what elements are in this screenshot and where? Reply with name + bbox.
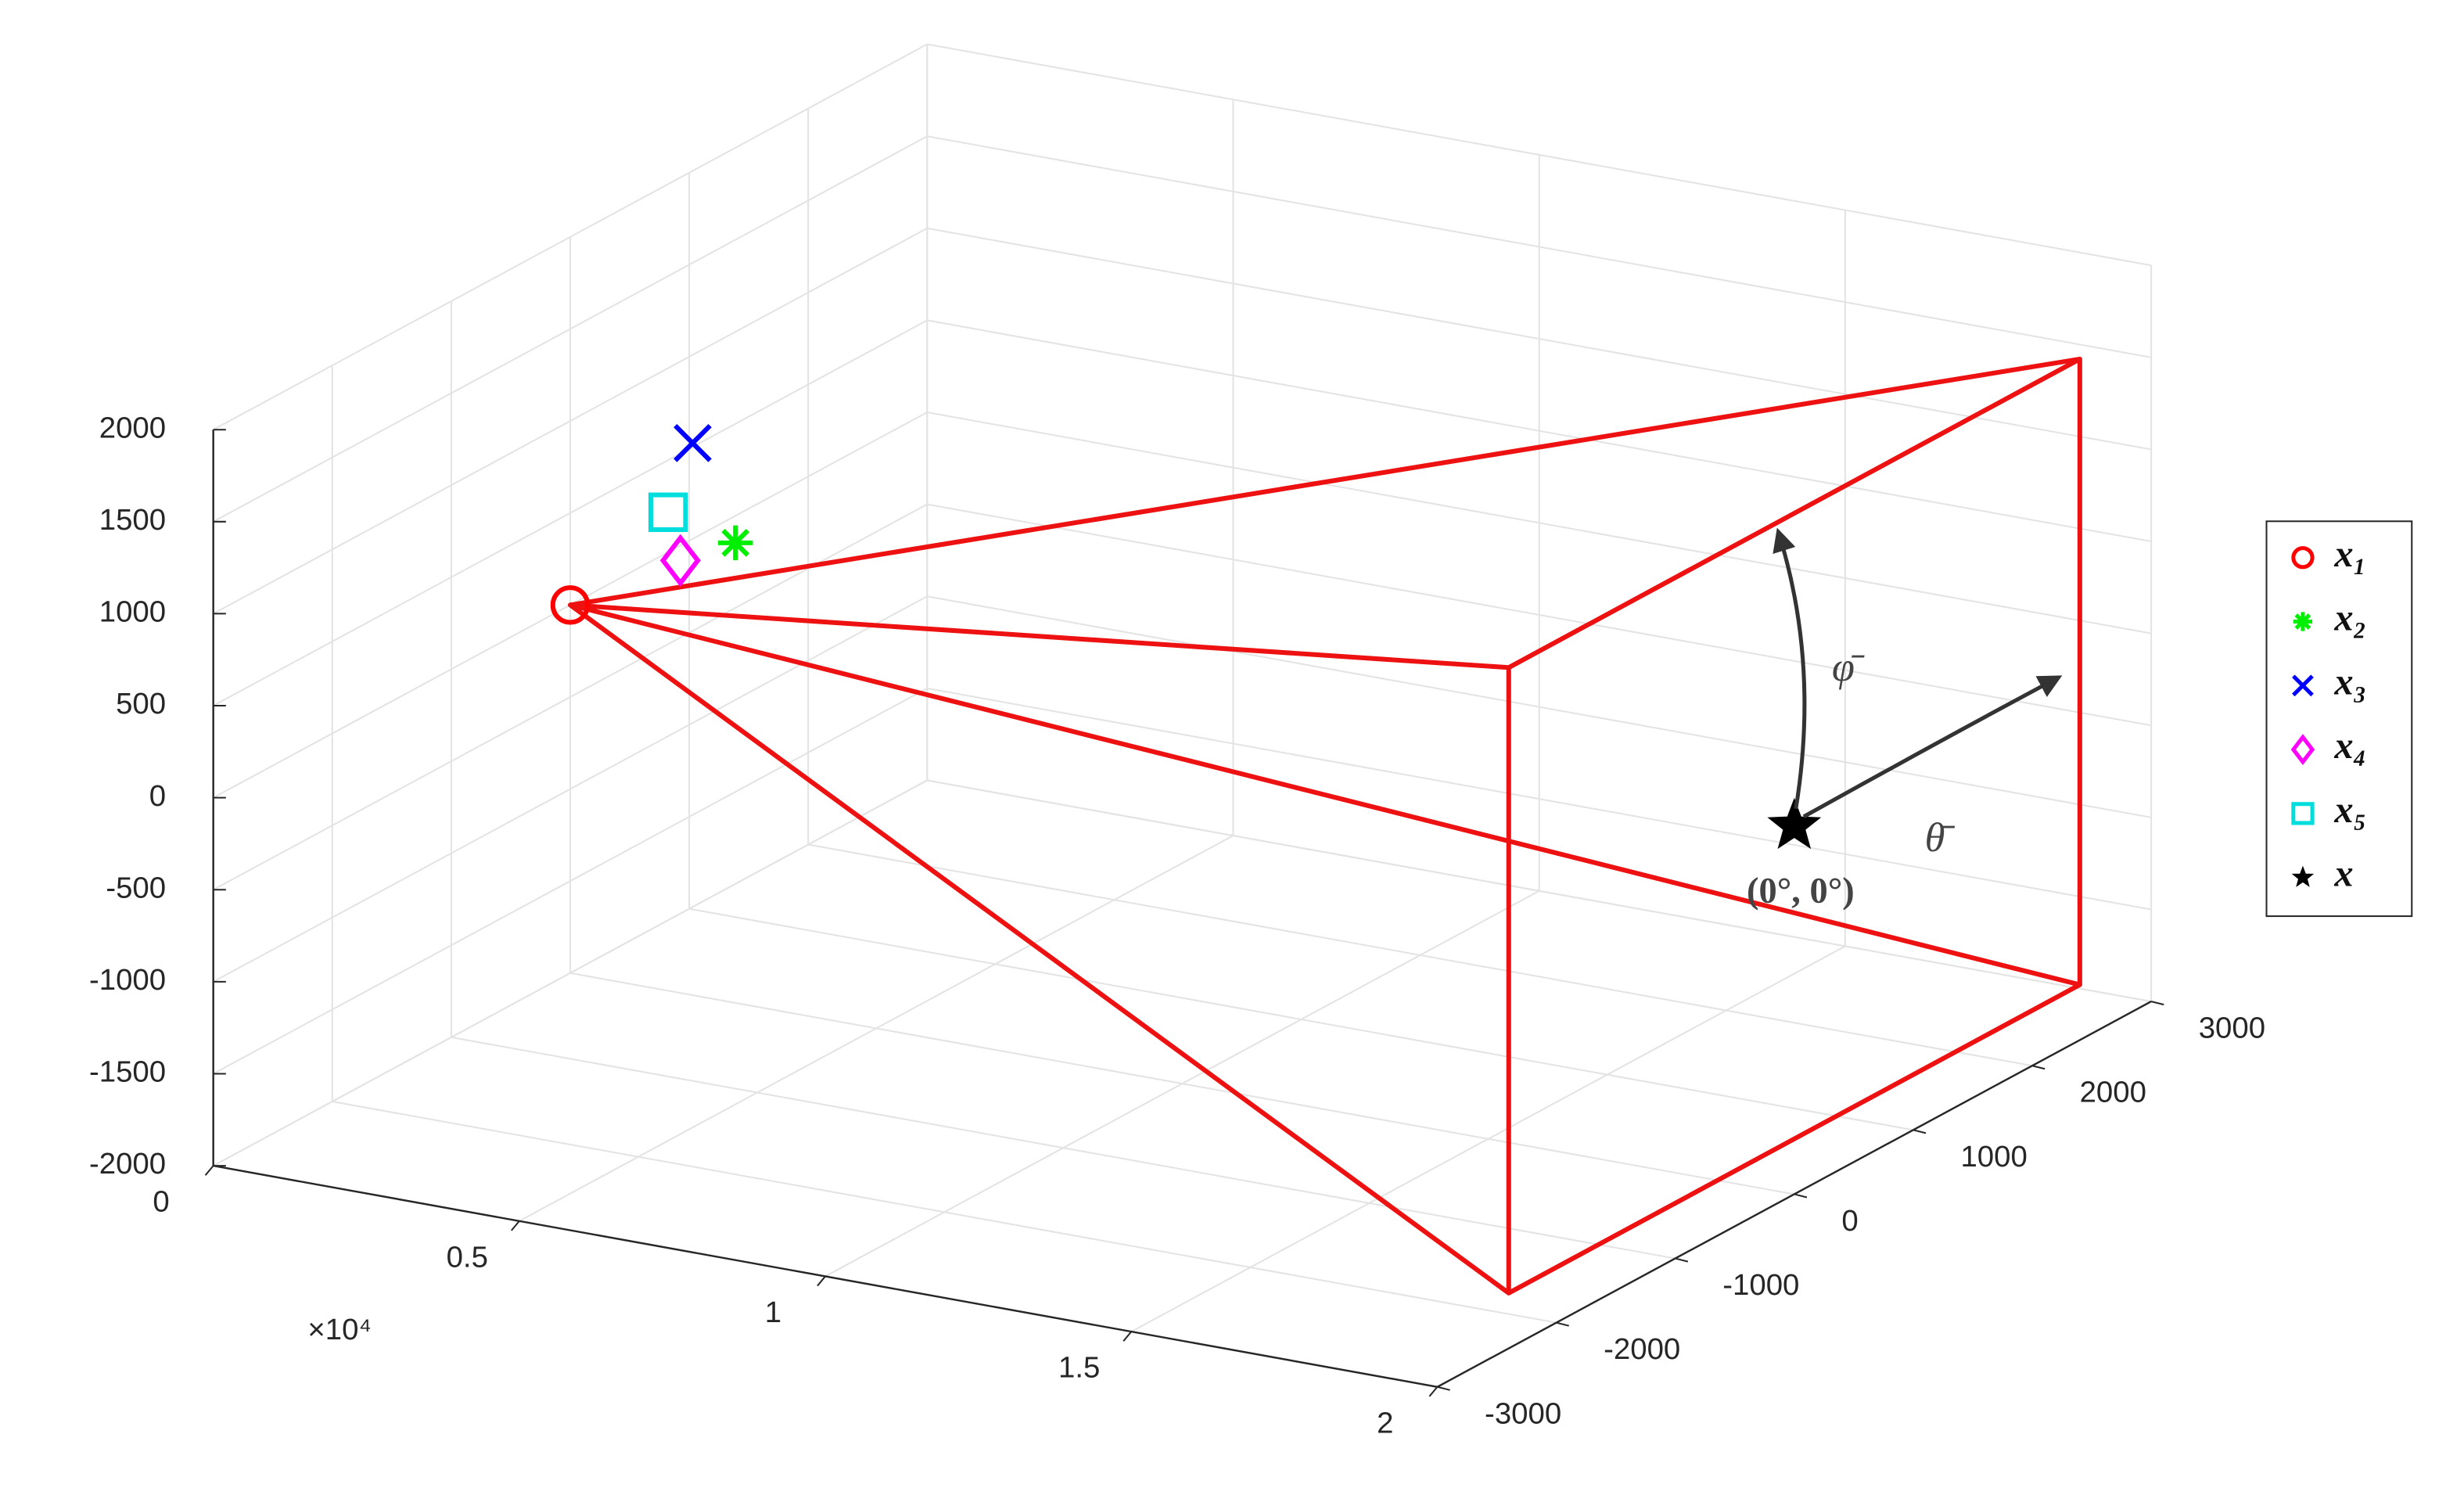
x-tick-label: 1.5 bbox=[1058, 1351, 1100, 1385]
y-tick-label: 3000 bbox=[2199, 1012, 2265, 1045]
tick-mark bbox=[1913, 1129, 1927, 1134]
y-tick-label: -2000 bbox=[1604, 1332, 1680, 1366]
grid-line bbox=[927, 687, 2152, 911]
legend-label: x₁ bbox=[2333, 534, 2366, 575]
theta-arrow bbox=[1802, 675, 2063, 819]
tick-mark bbox=[511, 1220, 520, 1231]
z-tick-label: 1000 bbox=[99, 595, 166, 629]
tick-mark bbox=[2150, 1001, 2164, 1006]
grid-line bbox=[927, 779, 2152, 1003]
marker-circle bbox=[2291, 546, 2315, 570]
y-tick-label: 0 bbox=[1841, 1204, 1858, 1238]
tick-mark bbox=[1556, 1321, 1569, 1327]
grid-line bbox=[213, 687, 928, 1075]
z-tick-label: 500 bbox=[116, 687, 166, 721]
legend-label: x₃ bbox=[2333, 661, 2366, 703]
tick-mark bbox=[1437, 1386, 1450, 1391]
grid-line bbox=[808, 843, 2033, 1067]
grid-line bbox=[927, 319, 2152, 543]
marker-star bbox=[2291, 865, 2315, 887]
marker-cross bbox=[2292, 674, 2314, 697]
marker-diamond bbox=[2290, 734, 2315, 765]
z-tick-label: -500 bbox=[106, 871, 166, 904]
annotation: φ̄ bbox=[1832, 645, 1865, 690]
grid-line bbox=[688, 908, 1914, 1131]
marker-circle bbox=[550, 585, 591, 625]
x-tick-label: 2 bbox=[1377, 1406, 1393, 1439]
legend-label: x₅ bbox=[2333, 789, 2366, 831]
z-tick-label: 1500 bbox=[99, 503, 166, 537]
grid-line bbox=[451, 1036, 1676, 1260]
tick-mark bbox=[1675, 1257, 1689, 1263]
legend-entries: x₁ x₂ x₃ x₄ x₅ x bbox=[2290, 534, 2366, 895]
y-tick-label: 2000 bbox=[2080, 1076, 2146, 1109]
z-tick-label: 2000 bbox=[99, 411, 166, 444]
tick-mark bbox=[204, 1165, 214, 1176]
marker-asterisk bbox=[2293, 612, 2313, 631]
grid-line bbox=[927, 135, 2152, 358]
y-axis bbox=[1436, 1001, 2152, 1388]
grid-line bbox=[569, 972, 1794, 1195]
z-tick-label: -1000 bbox=[89, 963, 166, 997]
grid-line bbox=[927, 503, 2152, 727]
x-tick-label: 0.5 bbox=[447, 1240, 488, 1274]
y-tick-label: -3000 bbox=[1485, 1396, 1561, 1430]
marker-star bbox=[1767, 797, 1822, 850]
tick-mark bbox=[1794, 1193, 1808, 1199]
x-axis bbox=[213, 1164, 1438, 1388]
grid-line bbox=[213, 43, 928, 431]
marker-asterisk bbox=[718, 525, 753, 561]
tick-mark bbox=[817, 1275, 826, 1287]
x-tick-label: 0 bbox=[153, 1185, 169, 1219]
x-tick-label: 1 bbox=[765, 1296, 781, 1329]
grid-line bbox=[927, 43, 2152, 267]
grid-line bbox=[927, 411, 2152, 634]
axes: 0 0.5 1 1.5 2 -3000 -2000 -1000 0 1000 2000 3000 -20… bbox=[89, 411, 2265, 1439]
grid-line bbox=[213, 595, 928, 983]
grid bbox=[212, 43, 2153, 1388]
legend-label: x bbox=[2333, 854, 2353, 895]
annotation: θ̄ bbox=[1925, 815, 1956, 861]
marker-diamond bbox=[659, 534, 701, 588]
grid-line bbox=[213, 135, 928, 523]
legend-label: x₂ bbox=[2333, 598, 2366, 639]
marker-square bbox=[648, 492, 688, 533]
tick-mark bbox=[1122, 1331, 1133, 1342]
z-tick-label: -1500 bbox=[89, 1055, 166, 1089]
tick-mark bbox=[2031, 1065, 2046, 1070]
grid-line bbox=[213, 227, 928, 615]
grid-line bbox=[213, 319, 928, 706]
phi-arrow bbox=[1773, 527, 1807, 810]
legend bbox=[2265, 520, 2413, 918]
z-tick-label: 0 bbox=[149, 779, 166, 813]
marker-cross bbox=[673, 424, 712, 462]
legend-label: x₄ bbox=[2333, 725, 2366, 767]
z-tick-label: -2000 bbox=[89, 1147, 166, 1181]
plot-area bbox=[550, 356, 2082, 1296]
grid-line bbox=[927, 227, 2152, 451]
grid-line bbox=[927, 595, 2152, 818]
annotation: (0°, 0°) bbox=[1747, 871, 1855, 911]
grid-line bbox=[213, 779, 928, 1166]
grid-line bbox=[332, 1100, 1557, 1324]
y-tick-label: -1000 bbox=[1722, 1268, 1799, 1302]
marker-square bbox=[2291, 802, 2315, 825]
x-axis-multiplier: ×10⁴ bbox=[307, 1313, 372, 1346]
tick-mark bbox=[1428, 1386, 1439, 1397]
y-tick-label: 1000 bbox=[1960, 1140, 2027, 1174]
frame-line bbox=[567, 356, 2082, 1296]
